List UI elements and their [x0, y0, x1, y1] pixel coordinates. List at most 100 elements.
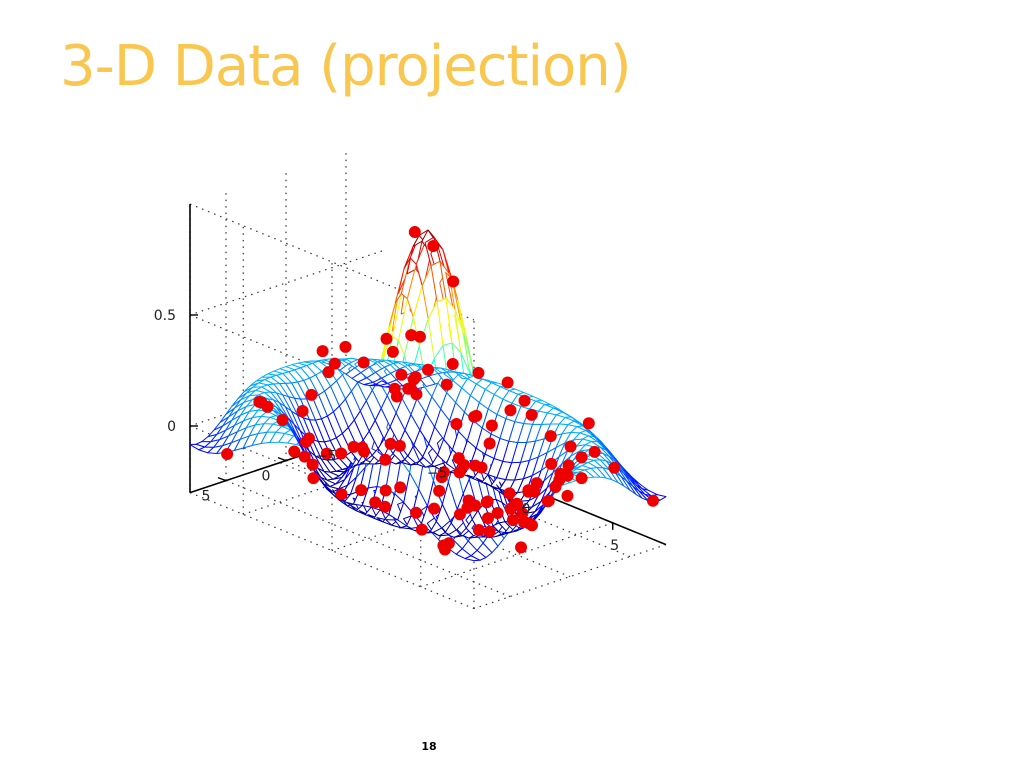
scatter-point: [428, 502, 441, 515]
scatter-point: [303, 432, 316, 445]
scatter-point: [530, 477, 543, 490]
scatter-point: [379, 453, 392, 466]
scatter-point: [316, 345, 329, 358]
scatter-point: [298, 450, 311, 463]
page-number: 18: [421, 740, 437, 753]
scatter-point: [503, 487, 516, 500]
surface-mesh: [189, 229, 667, 562]
scatter-point: [296, 404, 309, 417]
scatter-point: [380, 332, 393, 345]
scatter-point: [541, 495, 554, 508]
scatter-point: [409, 371, 422, 384]
scatter-point: [288, 445, 301, 458]
scatter-point: [472, 366, 485, 379]
scatter-point: [393, 439, 406, 452]
scatter-point: [453, 466, 466, 479]
scatter-point: [554, 467, 567, 480]
x-gridline: [420, 522, 613, 588]
scatter-point: [322, 366, 335, 379]
scatter-point: [470, 409, 483, 422]
scatter-point: [405, 329, 418, 342]
scatter-point: [347, 440, 360, 453]
scatter-point: [427, 239, 440, 252]
scatter-point: [307, 472, 320, 485]
scatter-point: [523, 517, 536, 530]
scatter-point: [335, 488, 348, 501]
y-tick-label: −5: [316, 449, 337, 465]
scatter-point: [504, 502, 517, 515]
tick-mark: [277, 456, 287, 462]
back-edge: [473, 544, 667, 610]
scatter-point: [646, 494, 659, 507]
scatter-point: [506, 514, 519, 527]
scatter-point: [437, 466, 450, 479]
x-tick-label: 0: [522, 502, 531, 518]
scatter-point: [491, 507, 504, 520]
scatter-point: [410, 506, 423, 519]
scatter-point: [483, 437, 496, 450]
scatter-point: [394, 481, 407, 494]
x-tick-label: −5: [427, 465, 448, 481]
scatter-point: [518, 394, 531, 407]
scatter-point: [339, 340, 352, 353]
scatter-point: [422, 363, 435, 376]
scatter-point: [522, 485, 535, 498]
scatter-point: [221, 448, 234, 461]
scatter-points: [221, 226, 659, 556]
scatter-point: [608, 461, 621, 474]
tick-mark: [217, 476, 227, 482]
scatter-point: [575, 472, 588, 485]
scatter-point: [481, 512, 494, 525]
scatter-point: [515, 541, 528, 554]
tick-labels: −5 0 5 −5 0 5 0 0.5: [154, 308, 619, 554]
scatter-point: [483, 525, 496, 538]
scatter-point: [355, 484, 368, 497]
scatter-point: [480, 496, 493, 509]
scatter-point: [415, 523, 428, 536]
scatter-point: [358, 445, 371, 458]
slide-title: 3-D Data (projection): [60, 34, 632, 99]
scatter-point: [437, 539, 450, 552]
scatter-point: [305, 388, 318, 401]
scatter-point: [328, 357, 341, 370]
scatter-point: [588, 445, 601, 458]
y-tick-label: 5: [202, 489, 211, 505]
scatter-point: [447, 275, 460, 288]
x-tick-label: 5: [610, 538, 619, 554]
scatter-point: [561, 489, 574, 502]
scatter-point: [433, 484, 446, 497]
scatter-point: [462, 494, 475, 507]
scatter-point: [395, 368, 408, 381]
scatter-point: [544, 430, 557, 443]
y-tick-label: 0: [262, 469, 271, 485]
scatter-point: [369, 496, 382, 509]
scatter-point: [450, 417, 463, 430]
scatter-point: [390, 390, 403, 403]
scatter-point: [562, 459, 575, 472]
z-gridline: [189, 250, 383, 316]
scatter-point: [261, 400, 274, 413]
scatter-point: [440, 378, 453, 391]
scatter-point: [357, 356, 370, 369]
scatter-point: [335, 447, 348, 460]
scatter-point: [378, 500, 391, 513]
scatter-point: [564, 440, 577, 453]
scatter-point: [453, 508, 466, 521]
scatter-point: [320, 447, 333, 460]
z-tick-label: 0: [167, 419, 176, 435]
scatter-point: [384, 437, 397, 450]
scatter-point: [575, 451, 588, 464]
scatter-point: [379, 484, 392, 497]
scatter-point: [501, 376, 514, 389]
scatter-point: [582, 417, 595, 430]
scatter-point: [525, 408, 538, 421]
z-tick-label: 0.5: [154, 308, 176, 324]
scatter-point: [472, 524, 485, 537]
scatter-point: [504, 404, 517, 417]
scatter-point: [485, 419, 498, 432]
scatter-point: [446, 358, 459, 371]
scatter-point: [404, 382, 417, 395]
scatter-point: [408, 226, 421, 239]
scatter-point: [545, 457, 558, 470]
